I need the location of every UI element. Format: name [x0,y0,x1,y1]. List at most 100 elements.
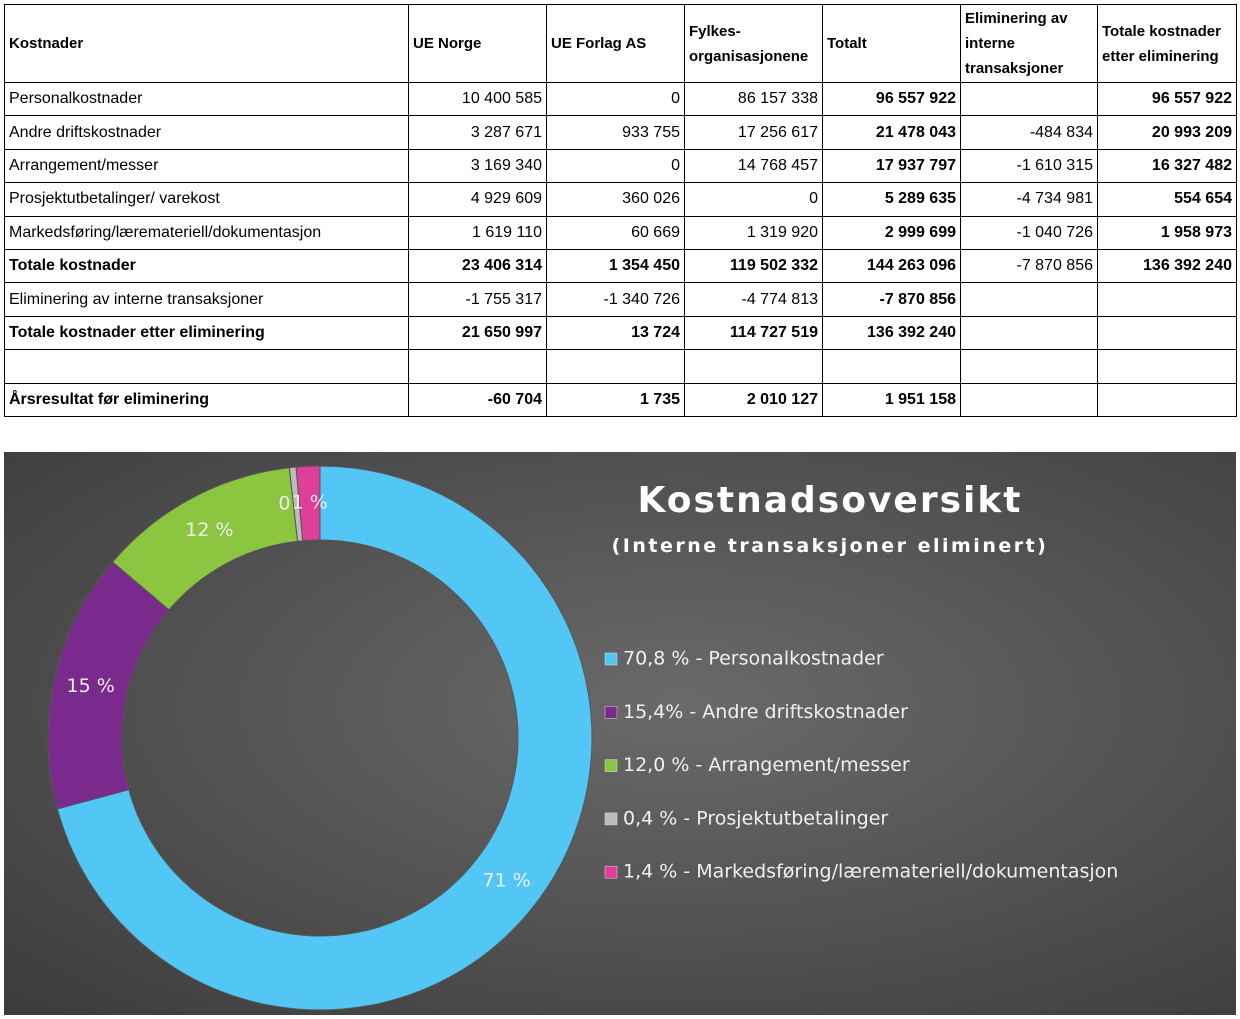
legend-marker [604,812,618,826]
table-cell: 3 287 671 [408,115,547,150]
table-cell: 1 735 [546,382,685,417]
table-cell: -7 870 856 [960,248,1098,284]
table-cell: -1 755 317 [408,282,547,317]
table-cell: 17 937 797 [822,148,961,184]
table-cell: -60 704 [408,382,547,417]
table-cell: Arrangement/messer [4,148,409,184]
table-cell [960,349,1098,384]
table-cell: 13 724 [546,315,685,351]
table-cell: Andre driftskostnader [4,115,409,150]
table-row: Arrangement/messer 3 169 340 0 14 768 457 17… [4,148,1237,184]
table-cell: 14 768 457 [684,148,823,184]
legend-label: 12,0 % - Arrangement/messer [623,754,910,776]
table-cell: -7 870 856 [822,282,961,317]
table-row: Totale kostnader etter eliminering 21 650… [4,315,1237,351]
table-cell: Personalkostnader [4,81,409,117]
table-cell [408,349,547,384]
table-cell [4,349,409,384]
cost-table: Kostnader UE Norge UE Forlag AS Fylkes-orga… [4,4,1237,417]
table-cell: 0 [546,148,685,184]
legend-marker [604,652,618,666]
table-cell [960,81,1098,117]
table-cell: Markedsføring/læremateriell/dokumentasjo… [4,215,409,250]
table-cell [1097,382,1237,417]
table-cell: 114 727 519 [684,315,823,351]
table-cell: -4 734 981 [960,182,1098,217]
chart-subtitle: (Interne transaksjoner eliminert) [612,535,1049,557]
table-row: Totale kostnader 23 406 314 1 354 450 119 5… [4,248,1237,284]
table-cell: 21 478 043 [822,115,961,150]
table-cell: Totale kostnader etter eliminering [4,315,409,351]
table-cell: 21 650 997 [408,315,547,351]
chart-title: Kostnadsoversikt [637,480,1022,521]
table-cell [1097,315,1237,351]
table-row: Prosjektutbetalinger/ varekost 4 929 609 3… [4,182,1237,217]
table-cell: 1 951 158 [822,382,961,417]
table-cell: 2 999 699 [822,215,961,250]
table-cell: 136 392 240 [1097,248,1237,284]
table-cell: -1 040 726 [960,215,1098,250]
table-cell: 2 010 127 [684,382,823,417]
table-cell [822,349,961,384]
table-cell [684,349,823,384]
table-cell: 16 327 482 [1097,148,1237,184]
table-cell [1097,349,1237,384]
table-row [4,349,1237,384]
table-cell: 96 557 922 [822,81,961,117]
table-cell: 0 [546,81,685,117]
table-cell: -1 340 726 [546,282,685,317]
table-cell: 20 993 209 [1097,115,1237,150]
table-row: Eliminering av interne transaksjoner -1 7… [4,282,1237,317]
table-cell: 136 392 240 [822,315,961,351]
table-cell: 1 958 973 [1097,215,1237,250]
table-row: Markedsføring/læremateriell/dokumentasjo… [4,215,1237,250]
header-cell: Totalt [822,4,961,83]
table-cell: 96 557 922 [1097,81,1237,117]
legend-label: 0,4 % - Prosjektutbetalinger [623,807,888,829]
legend-marker [604,759,618,772]
header-cell: Eliminering av interne transaksjoner [960,4,1098,83]
table-cell: 10 400 585 [408,81,547,117]
data-label: 1 % [292,492,328,514]
table-cell [1097,282,1237,317]
table-cell: Eliminering av interne transaksjoner [4,282,409,317]
header-cell: Fylkes-organisasjonene [684,4,823,83]
table-cell: 86 157 338 [684,81,823,117]
table-cell: 0 [684,182,823,217]
table-cell: -1 610 315 [960,148,1098,184]
table-cell: -4 774 813 [684,282,823,317]
data-label: 15 % [67,675,115,697]
header-cell: UE Norge [408,4,547,83]
table-cell: 17 256 617 [684,115,823,150]
table-cell: 1 619 110 [408,215,547,250]
table-cell: 144 263 096 [822,248,961,284]
chart: Kostnadsoversikt (Interne transaksjoner … [4,452,1236,1015]
table-cell: 4 929 609 [408,182,547,217]
legend-label: 70,8 % - Personalkostnader [623,648,884,670]
table-cell [960,315,1098,351]
table-row: Andre driftskostnader 3 287 671 933 755 17 … [4,115,1237,150]
table-cell: Totale kostnader [4,248,409,284]
table-cell [546,349,685,384]
donut-slice [56,465,593,1011]
table-cell: 360 026 [546,182,685,217]
data-label: 12 % [185,519,233,541]
legend-label: 15,4% - Andre driftskostnader [623,701,908,723]
table-cell [960,282,1098,317]
table-cell: Årsresultat før eliminering [4,382,409,417]
header-cell: UE Forlag AS [546,4,685,83]
table-cell: 1 319 920 [684,215,823,250]
table-cell: 119 502 332 [684,248,823,284]
data-label: 71 % [482,869,530,891]
table-cell: 60 669 [546,215,685,250]
table-cell: 933 755 [546,115,685,150]
table-cell: -484 834 [960,115,1098,150]
table-cell: 1 354 450 [546,248,685,284]
table-cell: 554 654 [1097,182,1237,217]
table-row: Personalkostnader 10 400 585 0 86 157 338 96… [4,81,1237,117]
header-cell: Totale kostnader etter eliminering [1097,4,1237,83]
legend-marker [604,706,618,719]
legend-label: 1,4 % - Markedsføring/læremateriell/doku… [623,861,1118,883]
table-row: Årsresultat før eliminering -60 704 1 735 2… [4,382,1237,417]
